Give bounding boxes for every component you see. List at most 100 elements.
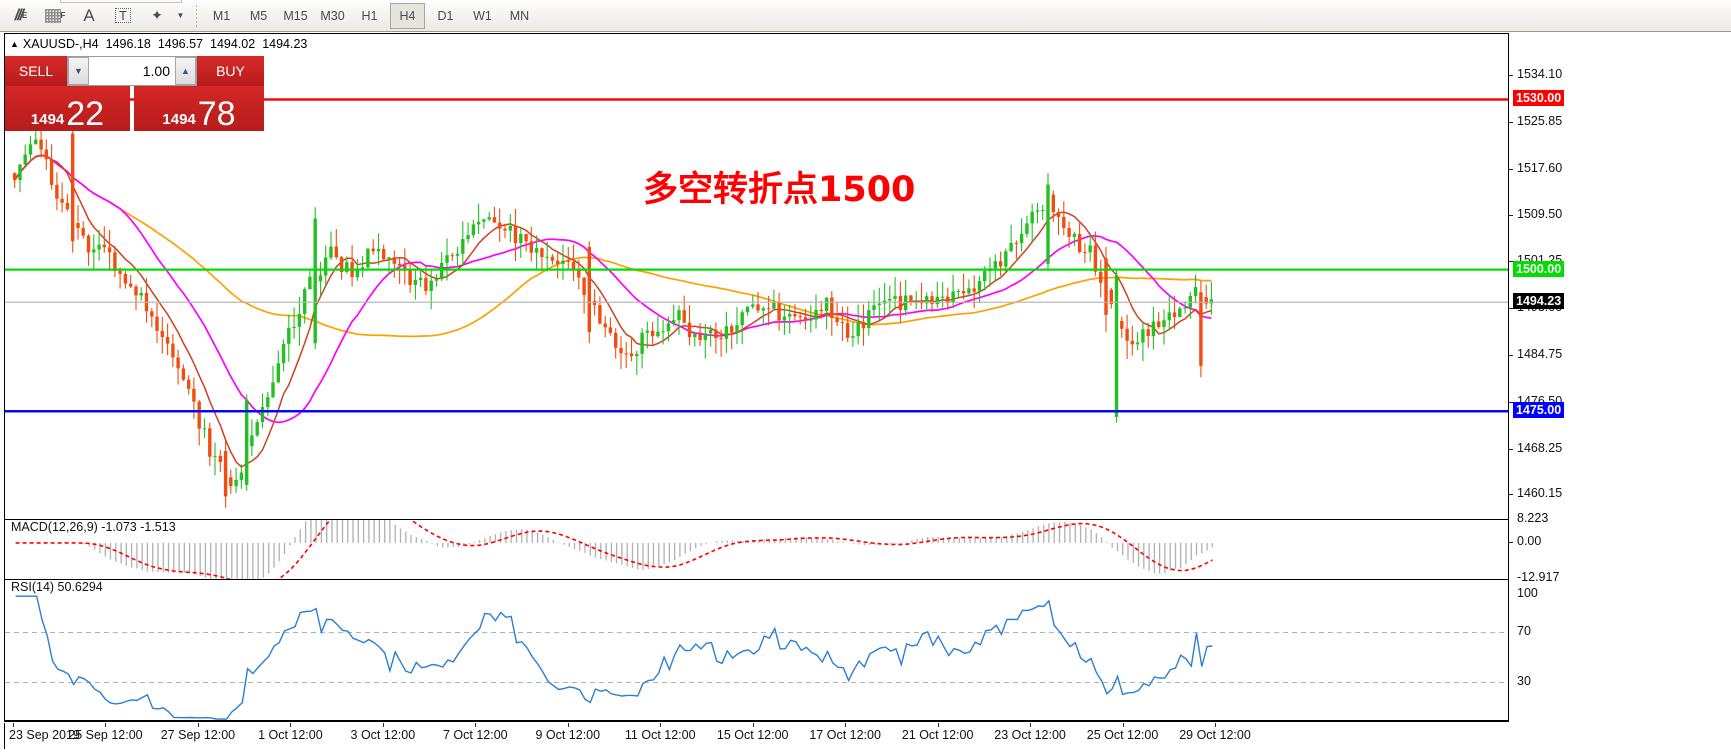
candle-body — [471, 224, 476, 236]
time-axis[interactable]: 23 Sep 2019 25 Sep 12:00 27 Sep 12:00 1 Oct… — [4, 723, 1509, 749]
candle-body — [266, 397, 270, 408]
candle-body — [598, 305, 602, 324]
candle-body — [1088, 245, 1092, 253]
candle-body — [972, 288, 976, 292]
sell-price-display[interactable]: 1494 22 — [5, 86, 130, 131]
indicators-icon[interactable]: F — [38, 2, 72, 30]
candle-body — [861, 321, 866, 329]
price-tick-mark — [1509, 448, 1513, 450]
time-tick-mark — [382, 723, 384, 727]
candle-body — [824, 297, 829, 312]
candle-body — [34, 139, 38, 145]
candle-body — [967, 288, 971, 294]
candle-body — [566, 260, 570, 262]
candle-body — [777, 302, 781, 321]
buy-price-prefix: 1494 — [162, 111, 196, 128]
timeframe-mn[interactable]: MN — [509, 8, 530, 23]
candle-body — [1030, 211, 1034, 224]
candle-body — [851, 336, 855, 338]
price-tick-label: 1484.75 — [1517, 347, 1563, 361]
candle-body — [1172, 312, 1177, 318]
candle-body — [1125, 328, 1129, 341]
price-tick-mark — [1509, 168, 1513, 170]
candle-body — [339, 257, 344, 272]
candle-body — [788, 314, 792, 317]
one-click-trading-panel[interactable]: SELL ▼ 1.00 ▲ BUY 1494 22 1494 78 — [5, 56, 264, 131]
price-level-label-resistance[interactable]: 1530.00 — [1513, 90, 1565, 107]
macd-pane-separator — [5, 519, 1508, 520]
candle-body — [260, 407, 265, 423]
candle-body — [1109, 289, 1113, 305]
volume-stepper[interactable]: ▼ 1.00 ▲ — [67, 56, 197, 86]
buy-button[interactable]: BUY — [197, 56, 264, 86]
candle-body — [614, 332, 618, 348]
time-tick-label: 23 Sep 2019 — [9, 728, 80, 742]
candle-body — [840, 322, 845, 324]
price-level-label-pivot[interactable]: 1500.00 — [1513, 260, 1565, 277]
buy-price-pips: 78 — [197, 95, 236, 133]
candle-body — [271, 382, 275, 398]
timeframe-h4[interactable]: H4 — [390, 2, 425, 29]
volume-increment-icon[interactable]: ▲ — [175, 57, 196, 85]
candle-body — [798, 316, 802, 318]
timeframe-m1[interactable]: M1 — [212, 8, 231, 23]
candle-body — [993, 261, 997, 269]
candle-body — [1093, 245, 1098, 272]
candle-body — [1162, 320, 1166, 328]
candle-body — [102, 244, 106, 248]
volume-decrement-icon[interactable]: ▼ — [68, 57, 89, 85]
macd-pane[interactable] — [5, 520, 1508, 580]
text-box-icon[interactable]: T — [106, 2, 140, 30]
candle-body — [318, 275, 323, 282]
time-tick-mark — [567, 723, 569, 727]
candle-body — [666, 323, 671, 332]
candle-body — [371, 248, 375, 252]
candle-body — [592, 300, 597, 305]
timeframe-d1[interactable]: D1 — [437, 8, 454, 23]
objects-icon[interactable]: ✦ — [151, 7, 163, 23]
candle-body — [134, 286, 138, 296]
timeframe-m15[interactable]: M15 — [283, 8, 308, 23]
candle-body — [698, 333, 702, 340]
candle-body — [492, 217, 497, 223]
candle-body — [661, 331, 665, 333]
symbol-label: XAUUSD-,H4 — [22, 36, 99, 51]
rsi-pane[interactable] — [5, 580, 1508, 720]
timeframe-w1[interactable]: W1 — [473, 8, 492, 23]
candle-body — [429, 280, 433, 291]
time-tick-label: 15 Oct 12:00 — [716, 728, 789, 742]
volume-input[interactable]: 1.00 — [142, 63, 170, 79]
rsi-scale-label: 70 — [1517, 623, 1531, 638]
text-label-icon[interactable]: A — [83, 5, 95, 25]
price-level-label-current-price[interactable]: 1494.23 — [1513, 293, 1565, 310]
candle-body — [556, 260, 560, 264]
candle-body — [466, 235, 470, 240]
buy-price-display[interactable]: 1494 78 — [134, 86, 264, 131]
price-axis[interactable]: 1534.101525.851517.601509.501501.251493.… — [1509, 33, 1731, 721]
ma-line — [13, 154, 1212, 424]
quote-high: 1496.57 — [157, 36, 204, 51]
price-level-label-support[interactable]: 1475.00 — [1513, 402, 1565, 419]
candle-body — [308, 276, 312, 290]
quote-low: 1494.02 — [210, 36, 256, 51]
macd-scale-label: 0.00 — [1517, 533, 1542, 548]
candle-body — [408, 270, 412, 285]
ma-line — [13, 154, 1212, 338]
candle-body — [292, 326, 296, 328]
timeframe-m5[interactable]: M5 — [249, 8, 268, 23]
candle-body — [714, 329, 718, 339]
candle-body — [1067, 228, 1071, 237]
expert-advisor-icon[interactable]: ///E — [14, 6, 28, 24]
chevron-down-icon[interactable]: ▼ — [176, 11, 185, 20]
candle-body — [513, 225, 518, 244]
collapse-icon[interactable]: ▲ — [10, 38, 19, 49]
timeframe-m30[interactable]: M30 — [320, 8, 345, 23]
candle-body — [1146, 329, 1150, 336]
candle-body — [1051, 194, 1055, 212]
candle-body — [297, 313, 302, 327]
chart-frame[interactable]: ▲ XAUUSD-,H4 1496.18 1496.57 1494.02 149… — [4, 33, 1509, 721]
candle-body — [86, 235, 91, 253]
candle-body — [424, 277, 428, 291]
timeframe-h1[interactable]: H1 — [361, 8, 378, 23]
sell-button[interactable]: SELL — [5, 56, 67, 86]
